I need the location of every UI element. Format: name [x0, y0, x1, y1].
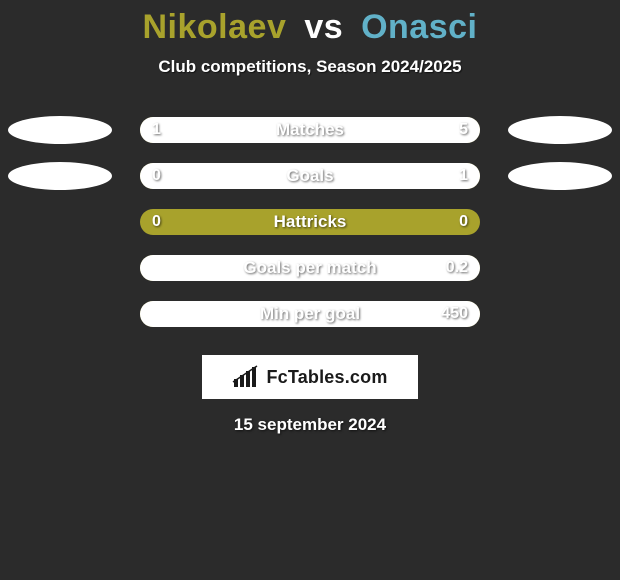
date-label: 15 september 2024: [0, 415, 620, 435]
bar-left-fill: [140, 117, 197, 143]
stat-row: Min per goal450: [0, 291, 620, 337]
bar-right-fill: [140, 301, 480, 327]
stat-row: Matches15: [0, 107, 620, 153]
title-vs: vs: [304, 8, 343, 46]
subtitle: Club competitions, Season 2024/2025: [0, 57, 620, 77]
source-logo[interactable]: FcTables.com: [202, 355, 418, 399]
stat-bar: [140, 209, 480, 235]
bar-right-fill: [140, 163, 480, 189]
stat-bar: [140, 163, 480, 189]
page-title: Nikolaev vs Onasci: [0, 0, 620, 47]
player2-oval: [508, 116, 612, 144]
comparison-card: Nikolaev vs Onasci Club competitions, Se…: [0, 0, 620, 580]
player1-name: Nikolaev: [143, 8, 287, 46]
player2-oval: [508, 162, 612, 190]
player1-oval: [8, 162, 112, 190]
player2-name: Onasci: [361, 8, 477, 46]
stat-bar: [140, 301, 480, 327]
stats-rows: Matches15Goals01Hattricks00Goals per mat…: [0, 107, 620, 337]
logo-text: FcTables.com: [266, 367, 387, 388]
bar-right-fill: [197, 117, 480, 143]
stat-bar: [140, 255, 480, 281]
stat-row: Goals per match0.2: [0, 245, 620, 291]
stat-row: Goals01: [0, 153, 620, 199]
stat-bar: [140, 117, 480, 143]
bar-right-fill: [140, 255, 480, 281]
player1-oval: [8, 116, 112, 144]
bar-chart-icon: [232, 365, 260, 389]
stat-row: Hattricks00: [0, 199, 620, 245]
